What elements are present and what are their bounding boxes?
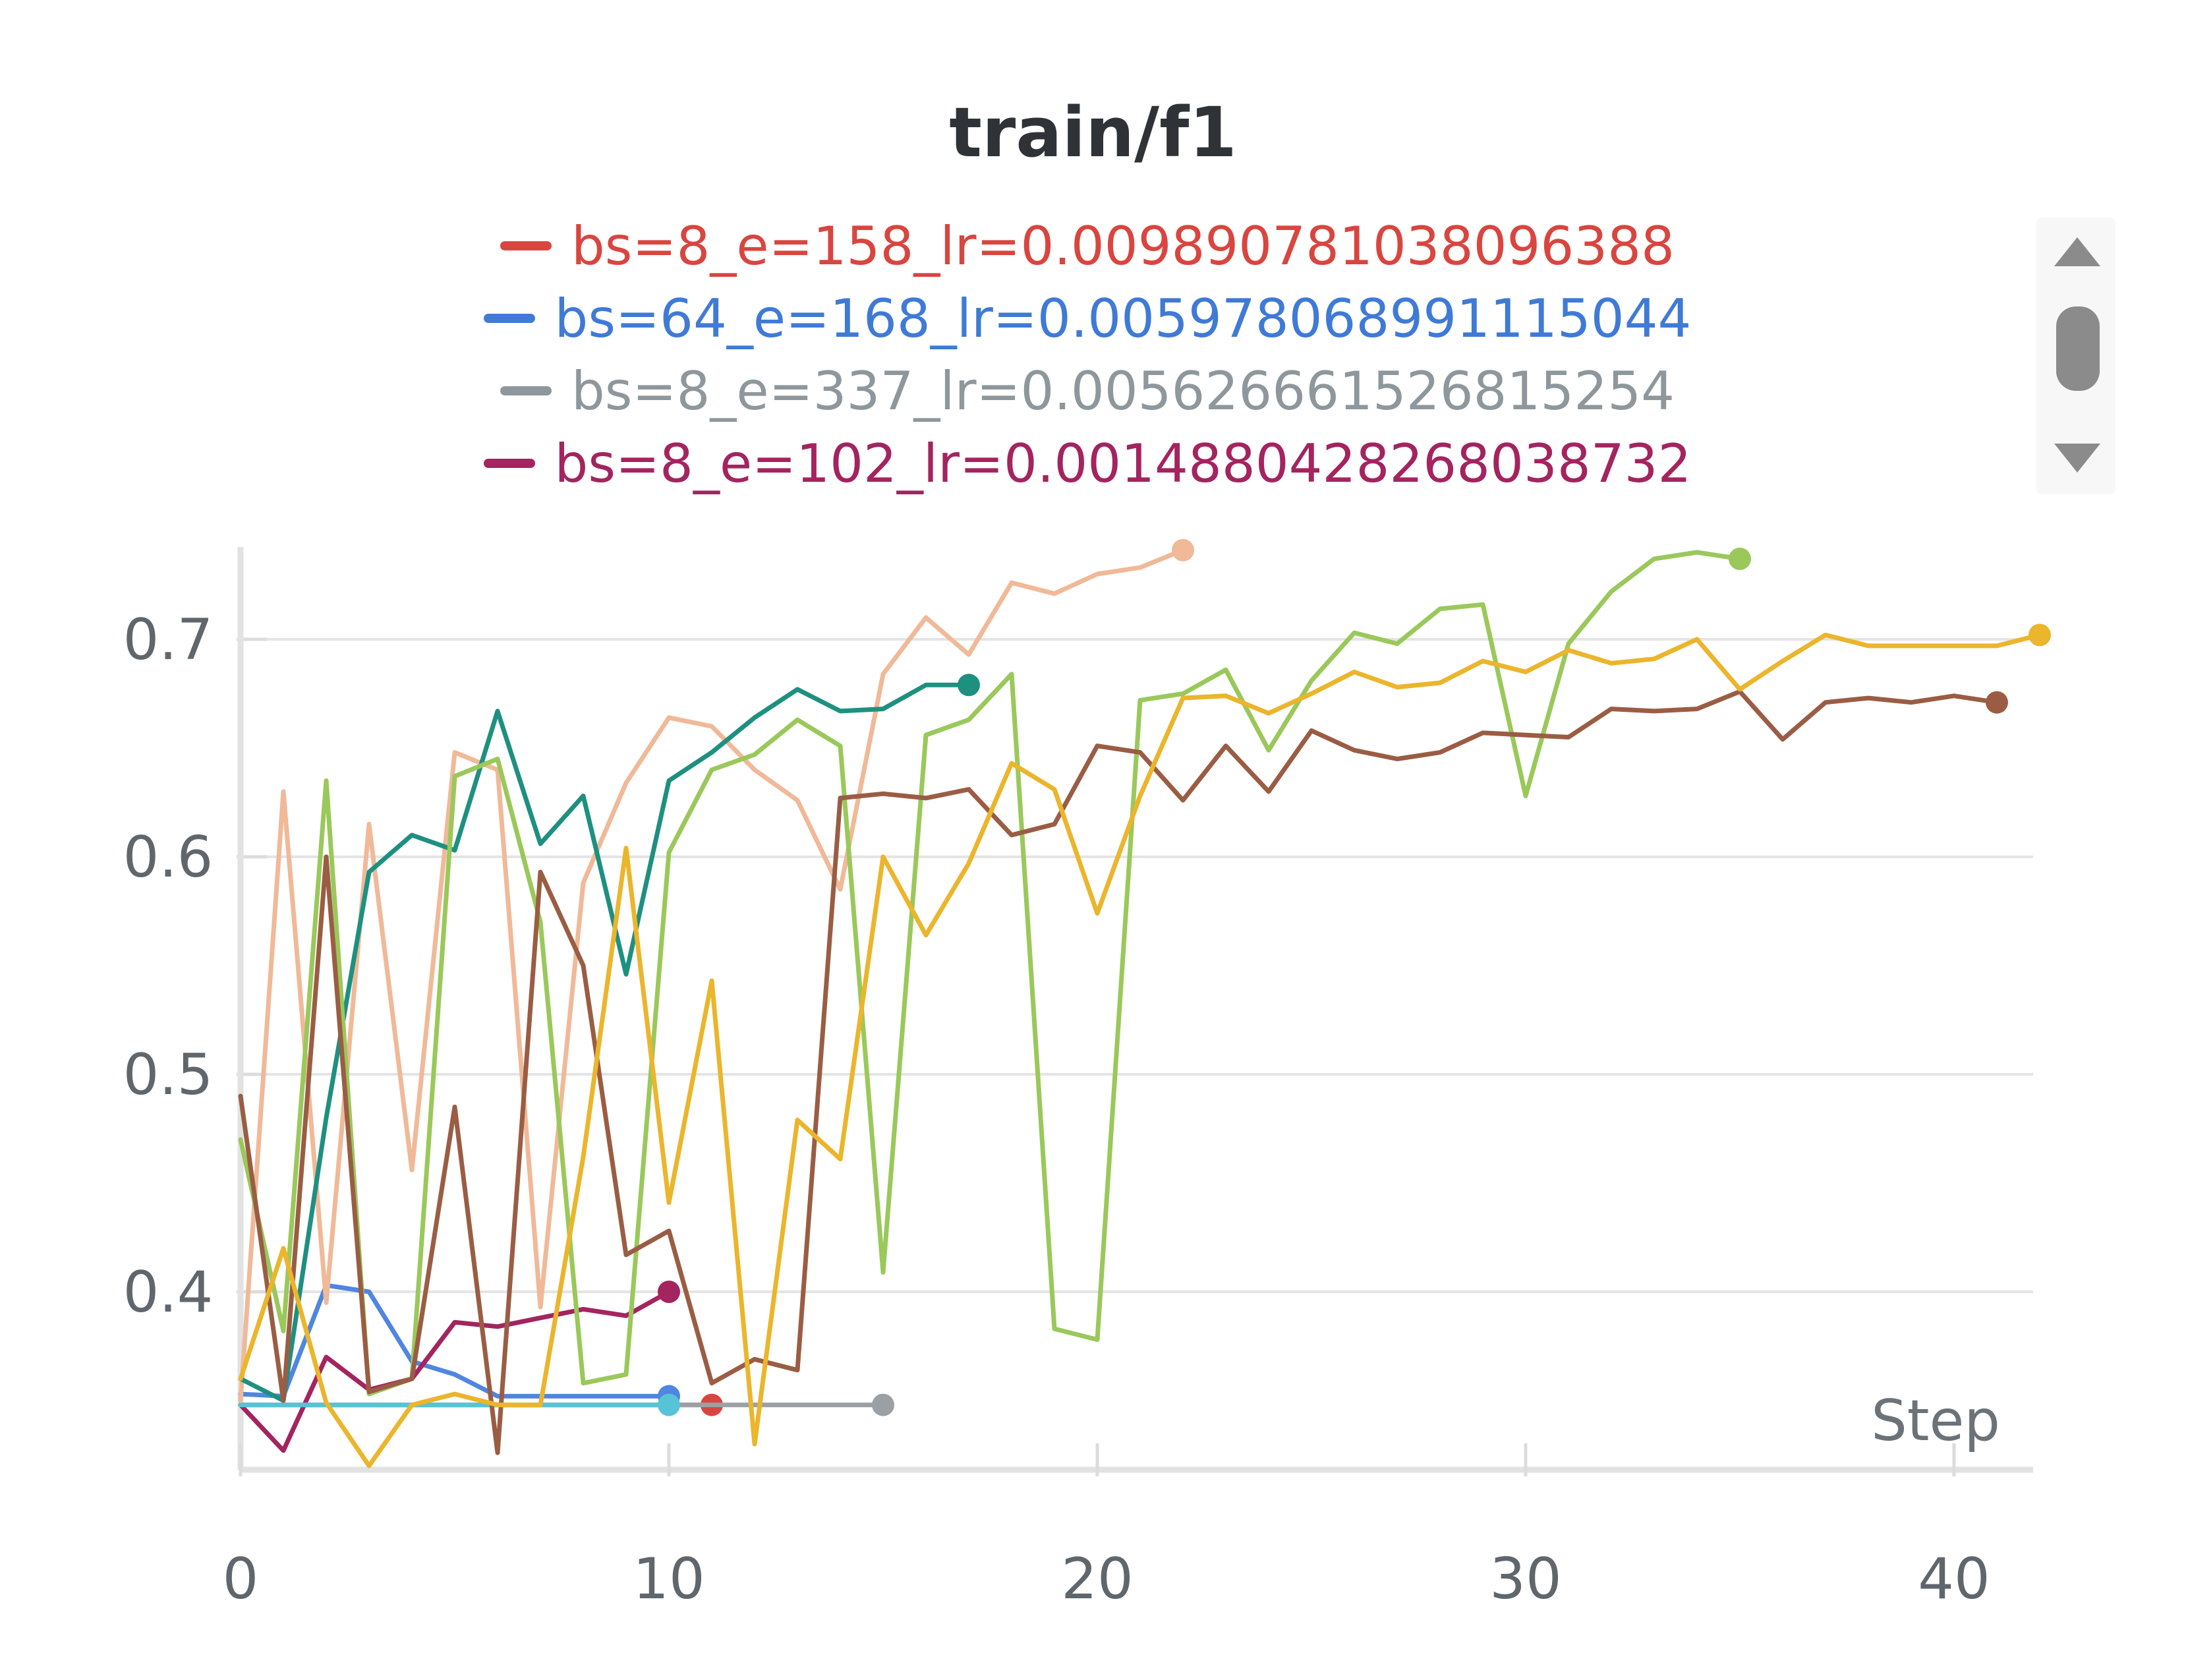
series-end-point (1729, 547, 1751, 570)
x-tick-label: 40 (1918, 1546, 1990, 1612)
legend-swatch (500, 241, 552, 250)
scrollbar-thumb[interactable] (2056, 306, 2100, 391)
series-line (238, 1283, 672, 1399)
x-axis-title: Step (1871, 1388, 2000, 1454)
y-tick-label: 0.7 (123, 607, 214, 673)
legend-label: bs=64_e=168_lr=0.005978068991115044 (554, 287, 1692, 349)
y-tick-label: 0.5 (123, 1042, 214, 1108)
y-tick-label: 0.6 (123, 825, 214, 890)
chart-title: train/f1 (949, 92, 1237, 173)
scroll-up-arrow-icon[interactable] (2054, 237, 2100, 266)
x-tick-label: 20 (1061, 1546, 1133, 1612)
y-tick-label: 0.4 (123, 1260, 214, 1325)
series-lines (238, 538, 2051, 1468)
legend-item[interactable]: bs=64_e=168_lr=0.005978068991115044 (461, 282, 1713, 355)
legend-item[interactable]: bs=8_e=337_lr=0.005626661526815254 (461, 355, 1713, 427)
series-line (238, 682, 971, 1403)
legend-swatch (483, 459, 535, 468)
tick-labels: 0.4 0.5 0.6 0.7 0 10 20 30 40 (123, 607, 1990, 1612)
legend: bs=8_e=158_lr=0.009890781038096388 bs=64… (461, 210, 1713, 500)
legend-label: bs=8_e=158_lr=0.009890781038096388 (571, 215, 1675, 277)
legend-label: bs=8_e=337_lr=0.005626661526815254 (571, 360, 1675, 422)
legend-item[interactable]: bs=8_e=102_lr=0.001488042826803873​2 (461, 427, 1713, 500)
series-end-point (2028, 623, 2051, 647)
series-end-point (958, 674, 980, 697)
series-end-point (658, 1281, 680, 1303)
series-line (238, 689, 1999, 1455)
legend-swatch (483, 314, 535, 323)
legend-swatch (500, 386, 552, 395)
x-tick-label: 0 (223, 1546, 259, 1612)
series-end-point (658, 1393, 680, 1416)
legend-label: bs=8_e=102_lr=0.001488042826803873​2 (554, 432, 1692, 494)
series-end-point (872, 1393, 894, 1416)
series-line (238, 1289, 672, 1453)
series-line (238, 550, 1742, 1397)
legend-item[interactable]: bs=8_e=158_lr=0.009890781038096388 (461, 210, 1713, 282)
axes (237, 547, 2033, 1476)
series-end-point (1986, 691, 2008, 714)
scroll-down-arrow-icon[interactable] (2054, 444, 2100, 473)
series-end-point (1172, 538, 1194, 562)
series-line (238, 632, 2042, 1468)
series-line (238, 548, 1186, 1403)
x-tick-label: 10 (633, 1546, 705, 1612)
legend-scroll-panel (2036, 217, 2115, 494)
x-tick-label: 30 (1489, 1546, 1561, 1612)
